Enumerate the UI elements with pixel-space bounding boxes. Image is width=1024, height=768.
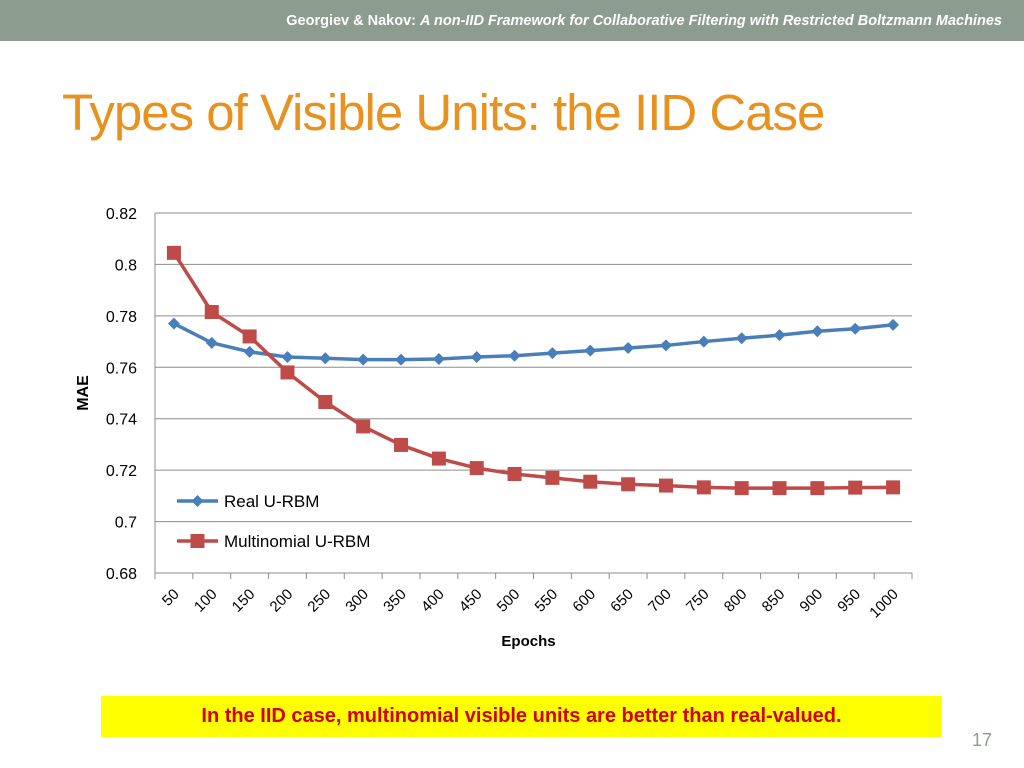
data-point-multinomial — [772, 481, 787, 496]
y-tick-label: 0.74 — [106, 412, 137, 429]
data-point-real — [849, 322, 862, 335]
data-point-real — [281, 351, 294, 363]
header-citation: Georgiev & Nakov: A non-IID Framework fo… — [286, 13, 1002, 29]
data-point-multinomial — [734, 481, 749, 496]
data-point-real — [659, 339, 672, 352]
data-point-real — [508, 349, 521, 362]
data-point-real — [697, 335, 710, 348]
y-axis-title: MAE — [75, 375, 92, 411]
x-tick-label: 100 — [191, 586, 221, 616]
data-point-real — [887, 318, 900, 331]
callout-box: In the IID case, multinomial visible uni… — [101, 696, 942, 737]
y-tick-label: 0.82 — [106, 206, 137, 223]
data-point-multinomial — [658, 478, 673, 493]
data-point-real — [395, 353, 408, 366]
data-point-multinomial — [280, 365, 295, 380]
data-point-real — [319, 352, 332, 365]
callout-text: In the IID case, multinomial visible uni… — [201, 705, 842, 727]
data-point-multinomial — [204, 305, 219, 319]
data-point-multinomial — [810, 481, 825, 496]
header-paper-title: A non-IID Framework for Collaborative Fi… — [420, 12, 1002, 29]
y-tick-label: 0.78 — [106, 309, 137, 326]
y-tick-label: 0.8 — [115, 257, 137, 274]
header-bar: Georgiev & Nakov: A non-IID Framework fo… — [0, 0, 1024, 41]
data-point-multinomial — [469, 461, 484, 476]
data-point-real — [470, 351, 483, 363]
slide-title: Types of Visible Units: the IID Case — [62, 84, 825, 141]
data-point-multinomial — [242, 329, 257, 344]
x-tick-label: 350 — [380, 586, 410, 616]
data-point-real — [546, 347, 559, 360]
data-point-real — [432, 353, 445, 366]
x-tick-label: 750 — [683, 586, 713, 616]
data-point-real — [584, 344, 597, 357]
data-point-multinomial — [166, 245, 181, 260]
data-point-multinomial — [545, 470, 560, 485]
legend-label: Multinomial U-RBM — [224, 532, 370, 551]
x-tick-label: 600 — [569, 586, 599, 616]
data-point-multinomial — [507, 467, 522, 481]
y-tick-label: 0.76 — [106, 360, 137, 377]
data-point-real — [735, 332, 748, 345]
y-tick-label: 0.72 — [106, 463, 137, 480]
x-tick-label: 1000 — [866, 586, 902, 622]
x-tick-label: 550 — [532, 586, 562, 616]
data-point-multinomial — [621, 477, 636, 492]
data-point-multinomial — [431, 451, 446, 466]
x-tick-label: 700 — [645, 586, 675, 616]
data-point-real — [622, 342, 635, 354]
header-authors: Georgiev & Nakov: — [286, 12, 416, 29]
x-tick-label: 450 — [456, 586, 486, 616]
x-tick-label: 800 — [721, 586, 751, 616]
data-point-real — [773, 329, 786, 342]
x-tick-label: 300 — [342, 586, 372, 616]
legend-marker — [191, 495, 204, 507]
x-tick-label: 150 — [229, 586, 259, 616]
x-tick-label: 850 — [759, 586, 789, 616]
series-line-real-u-rbm — [173, 322, 894, 362]
data-point-multinomial — [848, 480, 863, 495]
x-tick-label: 200 — [267, 586, 297, 616]
x-axis-title: Epochs — [501, 633, 555, 650]
x-tick-label: 50 — [159, 586, 183, 610]
data-point-real — [205, 336, 218, 349]
x-tick-label: 900 — [796, 586, 826, 616]
data-point-real — [357, 353, 370, 366]
data-point-multinomial — [356, 419, 371, 434]
data-point-multinomial — [583, 474, 598, 489]
y-tick-label: 0.7 — [115, 515, 137, 532]
data-point-multinomial — [696, 480, 711, 495]
data-point-multinomial — [318, 395, 333, 409]
x-tick-label: 250 — [304, 586, 334, 616]
data-point-real — [243, 345, 256, 358]
data-point-real — [167, 317, 180, 330]
x-tick-label: 500 — [494, 586, 524, 616]
x-tick-label: 400 — [418, 586, 448, 616]
legend-marker — [190, 534, 205, 548]
x-tick-label: 650 — [607, 586, 637, 616]
y-tick-label: 0.68 — [106, 566, 137, 583]
page-number: 17 — [971, 730, 992, 750]
data-point-multinomial — [886, 480, 901, 495]
data-point-real — [811, 325, 824, 338]
legend-label: Real U-RBM — [224, 492, 319, 511]
x-tick-label: 950 — [834, 586, 864, 616]
data-point-multinomial — [394, 437, 409, 452]
